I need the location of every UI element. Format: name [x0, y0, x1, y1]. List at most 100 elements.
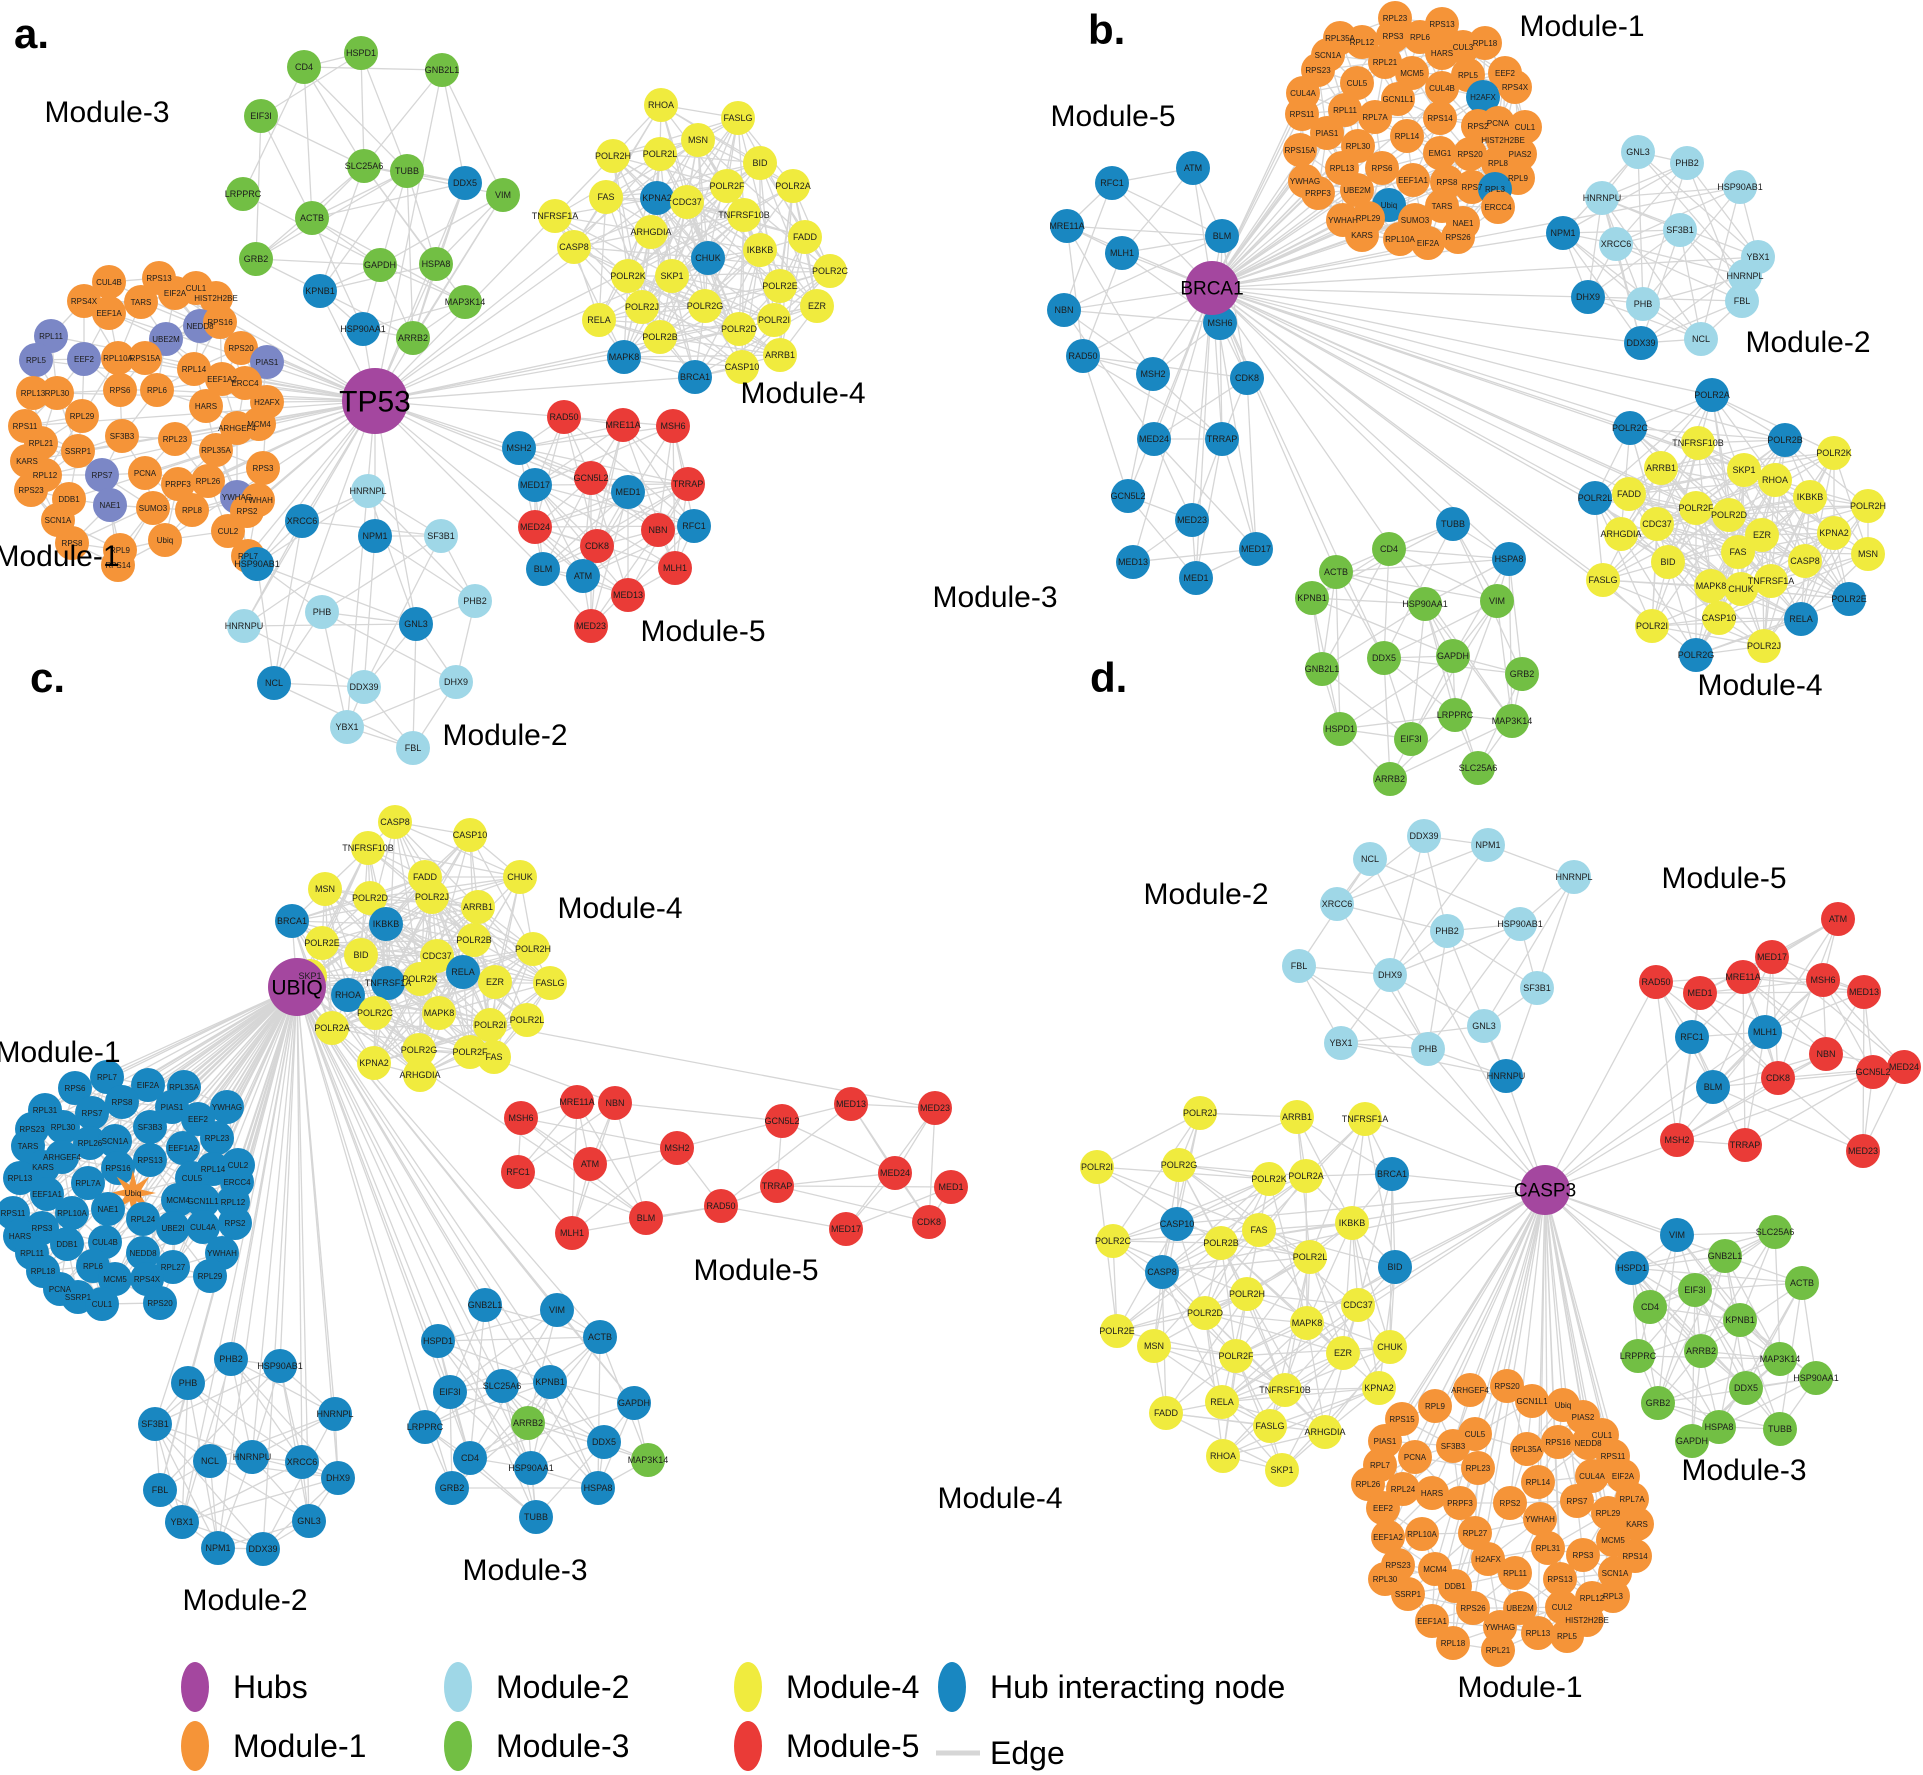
hub-edge: [374, 185, 794, 402]
node-MED17: [1239, 532, 1273, 566]
edge: [1712, 1086, 1864, 1152]
node-label-RPS3: RPS3: [32, 1224, 53, 1233]
node-label-HNRNPU: HNRNPU: [1487, 1071, 1526, 1081]
edge: [720, 1205, 847, 1230]
node-label-SF3B1: SF3B1: [1666, 225, 1694, 235]
hub-edge: [1221, 1189, 1546, 1403]
node-label-RPL10A: RPL10A: [1407, 1530, 1437, 1539]
node-MLH1: [555, 1216, 589, 1250]
node-label-BRCA1: BRCA1: [1377, 1169, 1407, 1179]
node-label-PHB: PHB: [1419, 1044, 1438, 1054]
node-label-RPL3: RPL3: [1485, 185, 1506, 194]
node-label-RPL18: RPL18: [1473, 39, 1498, 48]
node-label-NPM1: NPM1: [205, 1543, 230, 1553]
edge: [319, 165, 365, 292]
node-label-VIM: VIM: [1489, 596, 1505, 606]
node-MAP3K14: [1495, 704, 1529, 738]
node-NCL: [1353, 842, 1387, 876]
node-RFC1: [1675, 1020, 1709, 1054]
node-NEDD8: [1571, 1426, 1605, 1460]
node-ARHGDIA: [634, 215, 668, 249]
node-label-EIF3I: EIF3I: [1400, 734, 1422, 744]
edge: [243, 625, 365, 688]
node-label-YWHAG: YWHAG: [1290, 177, 1320, 186]
node-RELA: [1205, 1385, 1239, 1419]
node-FADD: [1612, 477, 1646, 511]
node-RHOA: [644, 88, 678, 122]
node-label-MED1: MED1: [1183, 573, 1208, 583]
node-label-POLR2C: POLR2C: [357, 1008, 394, 1018]
edge: [1454, 600, 1498, 716]
node-label-MLH1: MLH1: [1110, 248, 1134, 258]
node-label-ARHGEF4: ARHGEF4: [43, 1153, 81, 1162]
node-label-TNFRSF10B: TNFRSF10B: [718, 210, 770, 220]
node-label-BLM: BLM: [637, 1213, 656, 1223]
node-CDK8: [912, 1205, 946, 1239]
edge: [1388, 548, 1510, 560]
node-POLR2G: [1162, 1148, 1196, 1182]
hub-edge: [296, 986, 601, 1338]
node-ACTB: [1319, 555, 1353, 589]
node-HSPA8: [419, 247, 453, 281]
node-label-BID: BID: [353, 950, 369, 960]
node-label-LRPPRC: LRPPRC: [225, 189, 262, 199]
edge: [650, 231, 696, 378]
node-NAE1: [93, 488, 127, 522]
node-RPL8: [175, 493, 209, 527]
node-label-POLR2G: POLR2G: [401, 1045, 438, 1055]
edge: [256, 563, 417, 625]
node-label-KPNB1: KPNB1: [1297, 593, 1327, 603]
node-label-MCM5: MCM5: [1400, 69, 1424, 78]
hub-edge: [296, 986, 439, 1342]
edge: [273, 520, 303, 684]
legend-label: Module-1: [233, 1728, 366, 1764]
node-label-RPS20: RPS20: [1494, 1382, 1520, 1391]
node-RPL29: [1591, 1496, 1625, 1530]
node-label-CASP10: CASP10: [1702, 613, 1737, 623]
legend-label: Hub interacting node: [990, 1669, 1285, 1705]
node-label-CUL3: CUL3: [1453, 43, 1474, 52]
node-label-FADD: FADD: [413, 872, 438, 882]
edge: [412, 623, 417, 749]
node-GNB2L1: [425, 53, 459, 87]
node-label-RPS8: RPS8: [62, 539, 83, 548]
node-PHB: [1411, 1032, 1445, 1066]
node-label-YBX1: YBX1: [170, 1517, 193, 1527]
node-label-RPL5: RPL5: [26, 356, 47, 365]
edge: [1165, 1412, 1326, 1433]
edge: [321, 939, 475, 944]
node-label-MCM4: MCM4: [1423, 1565, 1447, 1574]
edge: [1311, 597, 1454, 657]
edge: [303, 66, 313, 219]
node-label-MAPK8: MAPK8: [609, 352, 640, 362]
node-label-RPS4X: RPS4X: [1502, 83, 1529, 92]
node-label-CUL5: CUL5: [182, 1174, 203, 1183]
node-BID: [1651, 545, 1685, 579]
edge: [1744, 1031, 1766, 1146]
node-EIF2A: [1411, 226, 1445, 260]
node-POLR2K: [1252, 1162, 1286, 1196]
edge: [1221, 438, 1257, 550]
node-HNRNPU: [1489, 1059, 1523, 1093]
edge: [1336, 844, 1489, 905]
node-label-HSP90AB1: HSP90AB1: [257, 1361, 303, 1371]
node-CDK8: [580, 529, 614, 563]
edge: [720, 1103, 852, 1207]
node-label-MLH1: MLH1: [1753, 1027, 1777, 1037]
node-label-FASLG: FASLG: [723, 113, 752, 123]
edge: [321, 535, 442, 613]
node-label-ARHGDIA: ARHGDIA: [630, 227, 671, 237]
node-label-MED1: MED1: [1687, 988, 1712, 998]
node-CDC37: [670, 185, 704, 219]
node-label-RPL5: RPL5: [1458, 71, 1479, 80]
node-POLR2H: [1851, 489, 1885, 523]
edge: [1694, 1289, 1747, 1389]
node-label-FAS: FAS: [1729, 547, 1746, 557]
node-label-MAP3K14: MAP3K14: [445, 297, 486, 307]
module-label-a-m3: Module-3: [44, 96, 169, 129]
node-EEF2: [67, 342, 101, 376]
node-UBE2M: [1340, 173, 1374, 207]
edge: [1615, 243, 1743, 302]
edge: [671, 275, 696, 378]
node-PRPF3: [1301, 176, 1335, 210]
